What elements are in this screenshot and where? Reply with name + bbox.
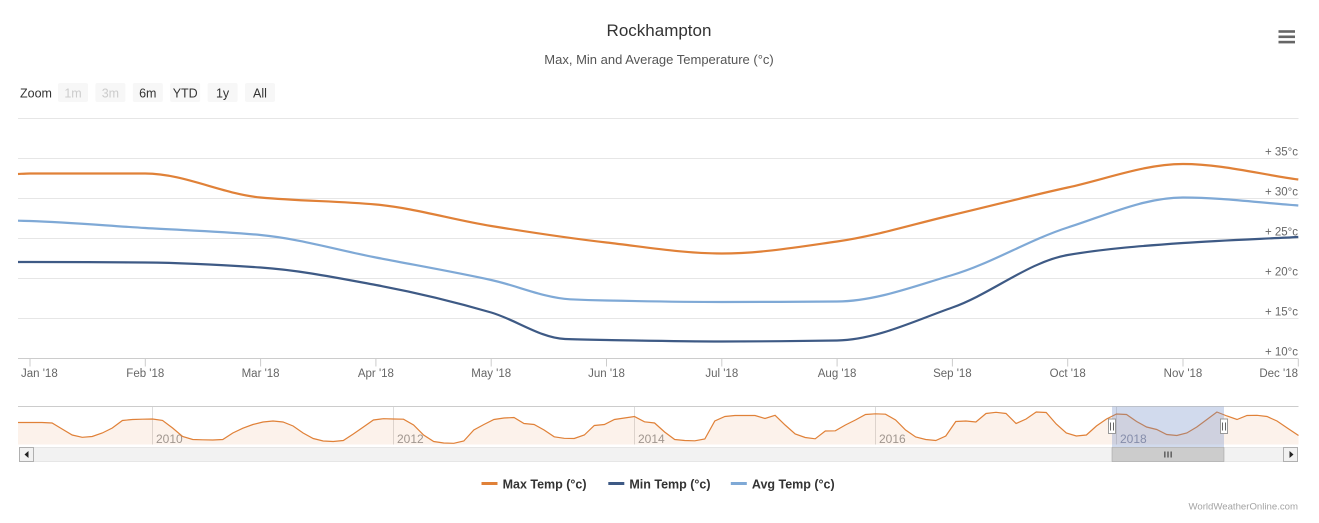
svg-text:WorldWeatherOnline.com: WorldWeatherOnline.com bbox=[1189, 502, 1299, 513]
svg-text:Feb '18: Feb '18 bbox=[126, 368, 164, 380]
svg-text:Jan '18: Jan '18 bbox=[21, 368, 58, 380]
svg-text:Avg Temp (°c): Avg Temp (°c) bbox=[752, 478, 835, 492]
svg-text:Apr '18: Apr '18 bbox=[358, 368, 394, 380]
svg-text:Oct '18: Oct '18 bbox=[1050, 368, 1086, 380]
svg-text:Min Temp (°c): Min Temp (°c) bbox=[629, 478, 710, 492]
svg-text:2012: 2012 bbox=[397, 432, 424, 446]
svg-text:Max Temp (°c): Max Temp (°c) bbox=[503, 478, 587, 492]
svg-text:Mar '18: Mar '18 bbox=[242, 368, 280, 380]
svg-text:3m: 3m bbox=[102, 87, 119, 101]
svg-text:1y: 1y bbox=[216, 87, 230, 101]
svg-text:6m: 6m bbox=[139, 87, 156, 101]
svg-text:+ 10°c: + 10°c bbox=[1265, 347, 1298, 359]
svg-text:Sep '18: Sep '18 bbox=[933, 368, 972, 380]
svg-text:Dec '18: Dec '18 bbox=[1259, 368, 1298, 380]
svg-text:Jul '18: Jul '18 bbox=[705, 368, 738, 380]
svg-text:+ 35°c: + 35°c bbox=[1265, 147, 1298, 159]
svg-text:+ 25°c: + 25°c bbox=[1265, 227, 1298, 239]
svg-text:May '18: May '18 bbox=[471, 368, 511, 380]
svg-text:Max, Min and Average Temperatu: Max, Min and Average Temperature (°c) bbox=[544, 52, 773, 67]
svg-text:+ 30°c: + 30°c bbox=[1265, 187, 1298, 199]
svg-text:2016: 2016 bbox=[879, 432, 906, 446]
svg-text:Zoom: Zoom bbox=[20, 87, 52, 101]
svg-text:Jun '18: Jun '18 bbox=[588, 368, 625, 380]
svg-text:Nov '18: Nov '18 bbox=[1164, 368, 1203, 380]
svg-text:2018: 2018 bbox=[1120, 432, 1147, 446]
svg-text:Rockhampton: Rockhampton bbox=[607, 21, 712, 40]
svg-text:2010: 2010 bbox=[156, 432, 183, 446]
svg-text:YTD: YTD bbox=[173, 87, 198, 101]
svg-text:2014: 2014 bbox=[638, 432, 665, 446]
svg-text:Aug '18: Aug '18 bbox=[818, 368, 857, 380]
svg-text:1m: 1m bbox=[64, 87, 81, 101]
svg-text:All: All bbox=[253, 87, 267, 101]
svg-text:+ 15°c: + 15°c bbox=[1265, 307, 1298, 319]
svg-text:+ 20°c: + 20°c bbox=[1265, 267, 1298, 279]
